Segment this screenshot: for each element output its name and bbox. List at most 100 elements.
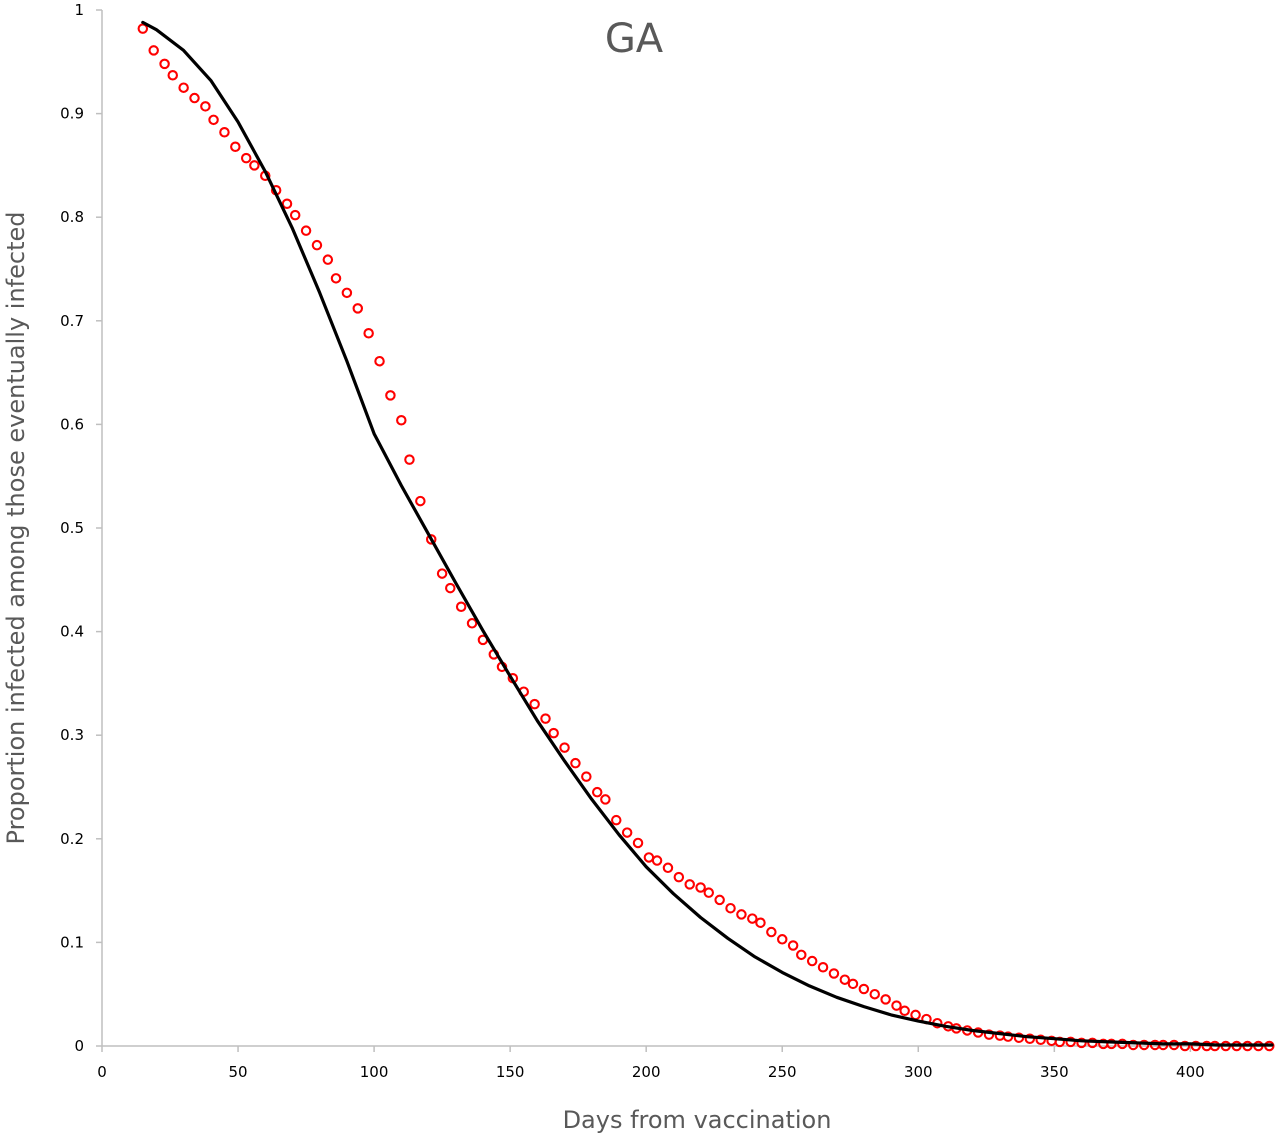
data-point (776, 934, 788, 945)
data-point (200, 101, 211, 112)
data-point (581, 771, 592, 782)
data-point (714, 894, 725, 906)
data-point (1127, 1039, 1139, 1051)
y-tick-label: 0.5 (60, 519, 84, 537)
data-point (1002, 1031, 1014, 1042)
y-tick-label: 0.1 (60, 933, 84, 951)
data-point (662, 862, 674, 874)
y-tick-label: 0.9 (60, 105, 84, 123)
data-point (755, 917, 766, 928)
model-curve-line (141, 20, 1274, 1047)
data-point (684, 879, 695, 890)
chart-title: GA (605, 16, 664, 62)
x-tick-label: 300 (904, 1063, 933, 1081)
data-point (747, 913, 758, 924)
data-point (621, 827, 633, 838)
data-point (766, 926, 777, 938)
data-point (311, 239, 323, 251)
data-point (695, 882, 706, 893)
data-point (240, 152, 252, 164)
data-point (167, 70, 178, 81)
data-point (529, 698, 540, 710)
x-tick-label: 100 (360, 1063, 389, 1081)
data-point (600, 794, 611, 805)
x-tick-label: 400 (1176, 1063, 1205, 1081)
data-point (404, 454, 415, 465)
data-point (352, 303, 364, 314)
data-point (806, 955, 818, 967)
data-point (281, 198, 293, 209)
data-point (725, 902, 736, 914)
data-point (436, 568, 448, 579)
data-point (787, 940, 799, 951)
y-tick-label: 1 (74, 1, 84, 19)
data-point (910, 1009, 921, 1021)
data-point (559, 742, 570, 753)
data-point (466, 618, 478, 629)
data-point (385, 390, 396, 401)
data-point (230, 141, 241, 153)
y-tick-label: 0.3 (60, 726, 84, 744)
y-axis-ticks: 0 0.1 0.2 0.3 0.4 0.5 0.6 0.7 0.8 0.9 1 (60, 1, 102, 1055)
data-point (540, 713, 551, 724)
y-tick-label: 0.4 (60, 623, 84, 641)
data-point (148, 45, 159, 56)
data-point (374, 355, 385, 367)
data-point (673, 871, 685, 883)
data-point (289, 209, 301, 221)
data-point (208, 114, 219, 126)
data-point (330, 273, 342, 284)
data-point (891, 1000, 902, 1011)
data-point (880, 994, 891, 1005)
x-tick-label: 150 (496, 1063, 525, 1081)
data-point (548, 727, 559, 739)
x-tick-label: 200 (632, 1063, 661, 1081)
data-point (570, 757, 581, 769)
data-point (899, 1005, 910, 1017)
x-tick-label: 0 (97, 1063, 107, 1081)
data-point (1106, 1038, 1117, 1050)
y-tick-label: 0.8 (60, 208, 84, 226)
data-point (1035, 1034, 1046, 1046)
data-point (300, 225, 312, 236)
y-tick-label: 0.7 (60, 312, 84, 330)
x-tick-label: 50 (228, 1063, 247, 1081)
data-point (869, 988, 880, 1000)
data-point (651, 855, 663, 866)
data-point (363, 327, 374, 339)
x-axis-ticks: 0 50 100 150 200 250 300 350 400 (97, 1046, 1205, 1081)
y-tick-label: 0.6 (60, 415, 84, 433)
data-point (796, 949, 807, 961)
data-point (817, 962, 829, 973)
data-point (1076, 1037, 1087, 1049)
data-point (415, 495, 426, 507)
plot-series (137, 20, 1275, 1052)
x-tick-label: 250 (768, 1063, 797, 1081)
data-point (632, 837, 644, 849)
data-point (703, 887, 715, 898)
data-point (159, 58, 170, 70)
y-tick-label: 0.2 (60, 830, 84, 848)
data-point (591, 786, 603, 798)
data-point (425, 534, 437, 545)
y-axis-title: Proportion infected among those eventual… (2, 212, 30, 845)
data-point (611, 814, 622, 826)
y-tick-label: 0 (74, 1037, 84, 1055)
data-point (736, 909, 747, 920)
data-point (847, 978, 859, 990)
x-axis-title: Days from vaccination (563, 1106, 832, 1134)
data-point (1190, 1040, 1202, 1052)
data-point (322, 254, 334, 265)
data-point (341, 287, 353, 299)
data-point (1138, 1039, 1150, 1051)
data-point (1179, 1040, 1191, 1052)
data-point (445, 582, 456, 594)
data-point (839, 974, 851, 985)
data-point (137, 23, 149, 34)
data-point (249, 160, 260, 171)
x-tick-label: 350 (1040, 1063, 1069, 1081)
data-point (983, 1029, 995, 1040)
data-point (396, 415, 407, 426)
data-point (828, 968, 840, 979)
